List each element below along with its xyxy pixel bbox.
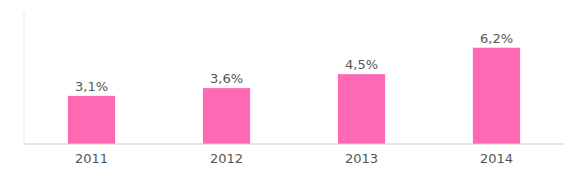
x-tick-label: 2012 (210, 151, 243, 166)
x-axis-line (24, 144, 564, 145)
chart-container: 3,1% 3,6% 4,5% 6,2% 2011 2012 2013 2014 (0, 0, 588, 174)
bar (68, 96, 115, 144)
x-tick-label: 2013 (345, 151, 378, 166)
x-tick-label: 2014 (480, 151, 513, 166)
data-label: 3,6% (210, 71, 243, 86)
data-label: 6,2% (480, 31, 513, 46)
x-tick-label: 2011 (75, 151, 108, 166)
bar (338, 74, 385, 144)
data-label: 3,1% (75, 79, 108, 94)
bar (203, 88, 250, 144)
chart-svg: 3,1% 3,6% 4,5% 6,2% 2011 2012 2013 2014 (0, 0, 588, 174)
bar (473, 48, 520, 144)
data-label: 4,5% (345, 57, 378, 72)
bars (68, 48, 520, 144)
y-axis-line (24, 12, 25, 144)
